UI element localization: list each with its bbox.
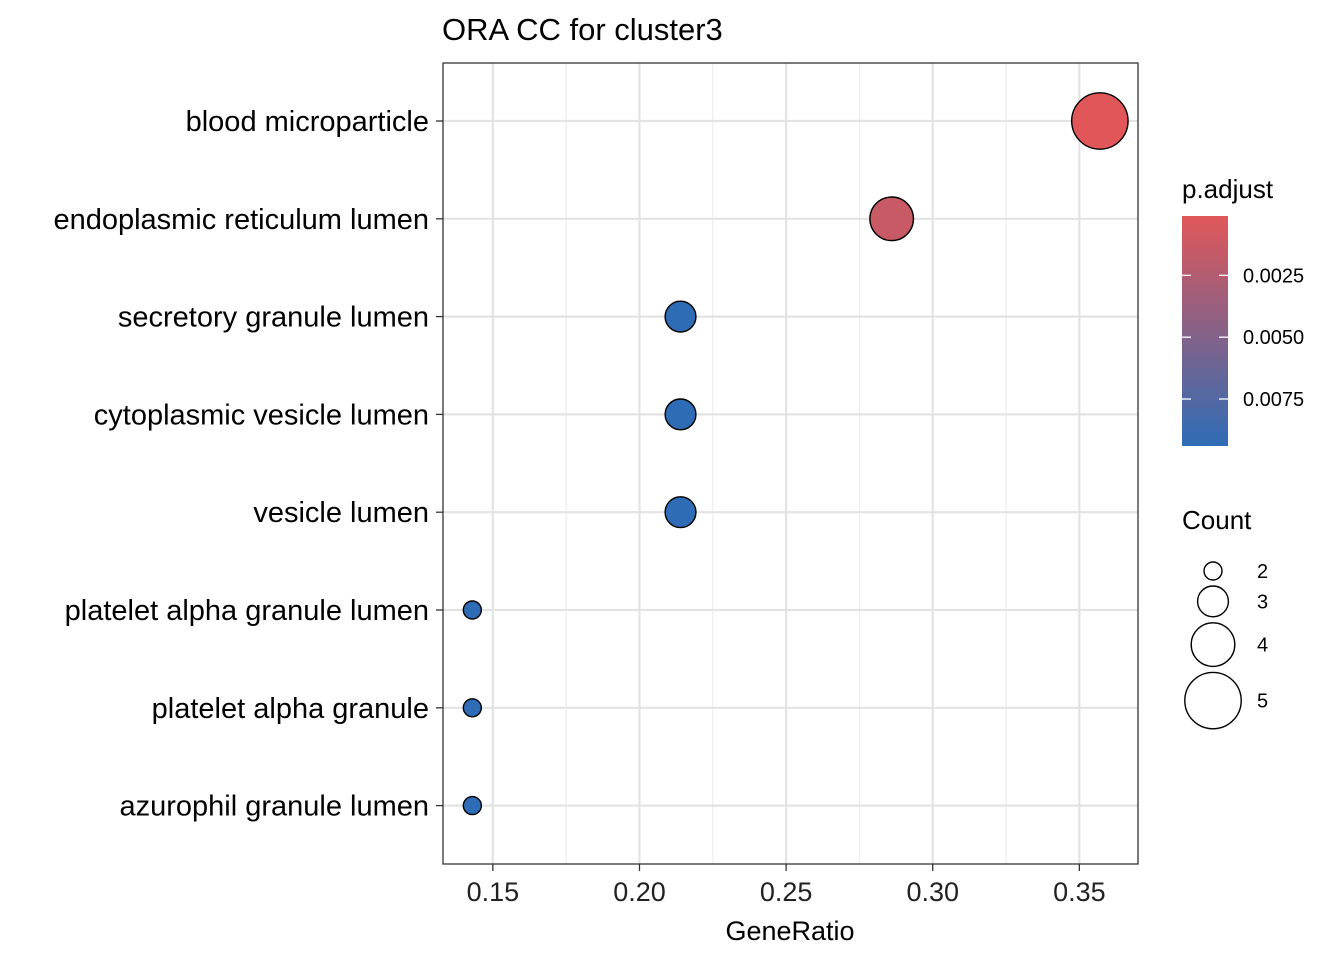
size-legend: Count 2 3 4 5 [1182,505,1268,730]
x-tick-label: 0.35 [1053,877,1106,907]
data-point [664,398,697,431]
y-tick-label: blood microparticle [186,106,429,138]
size-legend-circle [1196,585,1230,618]
chart-title: ORA CC for cluster3 [442,12,723,47]
data-point [1070,92,1129,150]
data-point [462,600,483,620]
color-legend-label: 0.0025 [1243,265,1304,287]
size-legend-label: 4 [1257,635,1268,657]
y-tick-label: endoplasmic reticulum lumen [53,204,429,236]
size-legend-items: 2 3 4 5 [1184,561,1268,730]
y-tick-label: vesicle lumen [253,497,429,529]
data-point [664,300,697,333]
y-axis: blood microparticle endoplasmic reticulum… [53,106,443,823]
panel-border [442,62,1139,865]
x-axis-title: GeneRatio [725,916,854,946]
y-tick-label: secretory granule lumen [118,302,429,334]
size-legend-label: 2 [1257,561,1268,583]
y-tick-label: platelet alpha granule [152,693,429,725]
x-tick-label: 0.20 [613,877,666,907]
data-point [869,196,915,242]
size-legend-circle [1190,622,1236,668]
x-tick-label: 0.15 [467,877,520,907]
data-point [462,698,483,718]
x-tick-label: 0.30 [906,877,959,907]
size-legend-circle [1203,561,1223,581]
x-tick-label: 0.25 [760,877,813,907]
x-axis: 0.15 0.20 0.25 0.30 0.35 [467,864,1106,907]
color-bar [1182,216,1228,446]
size-legend-label: 3 [1257,591,1268,613]
color-legend-title: p.adjust [1182,174,1274,204]
color-legend-label: 0.0075 [1243,389,1304,411]
size-legend-title: Count [1182,505,1252,535]
size-legend-label: 5 [1257,691,1268,713]
color-legend-label: 0.0050 [1243,327,1304,349]
points [462,92,1129,816]
grid [443,63,1138,864]
y-tick-label: azurophil granule lumen [119,791,429,823]
data-point [462,795,483,816]
color-legend-ticks: 0.0025 0.0050 0.0075 [1182,265,1304,411]
y-tick-label: platelet alpha granule lumen [65,595,429,627]
data-point [664,496,697,529]
size-legend-circle [1184,671,1242,730]
y-tick-label: cytoplasmic vesicle lumen [94,399,429,431]
color-legend: p.adjust 0.0025 0.0050 0.0075 [1182,174,1304,446]
